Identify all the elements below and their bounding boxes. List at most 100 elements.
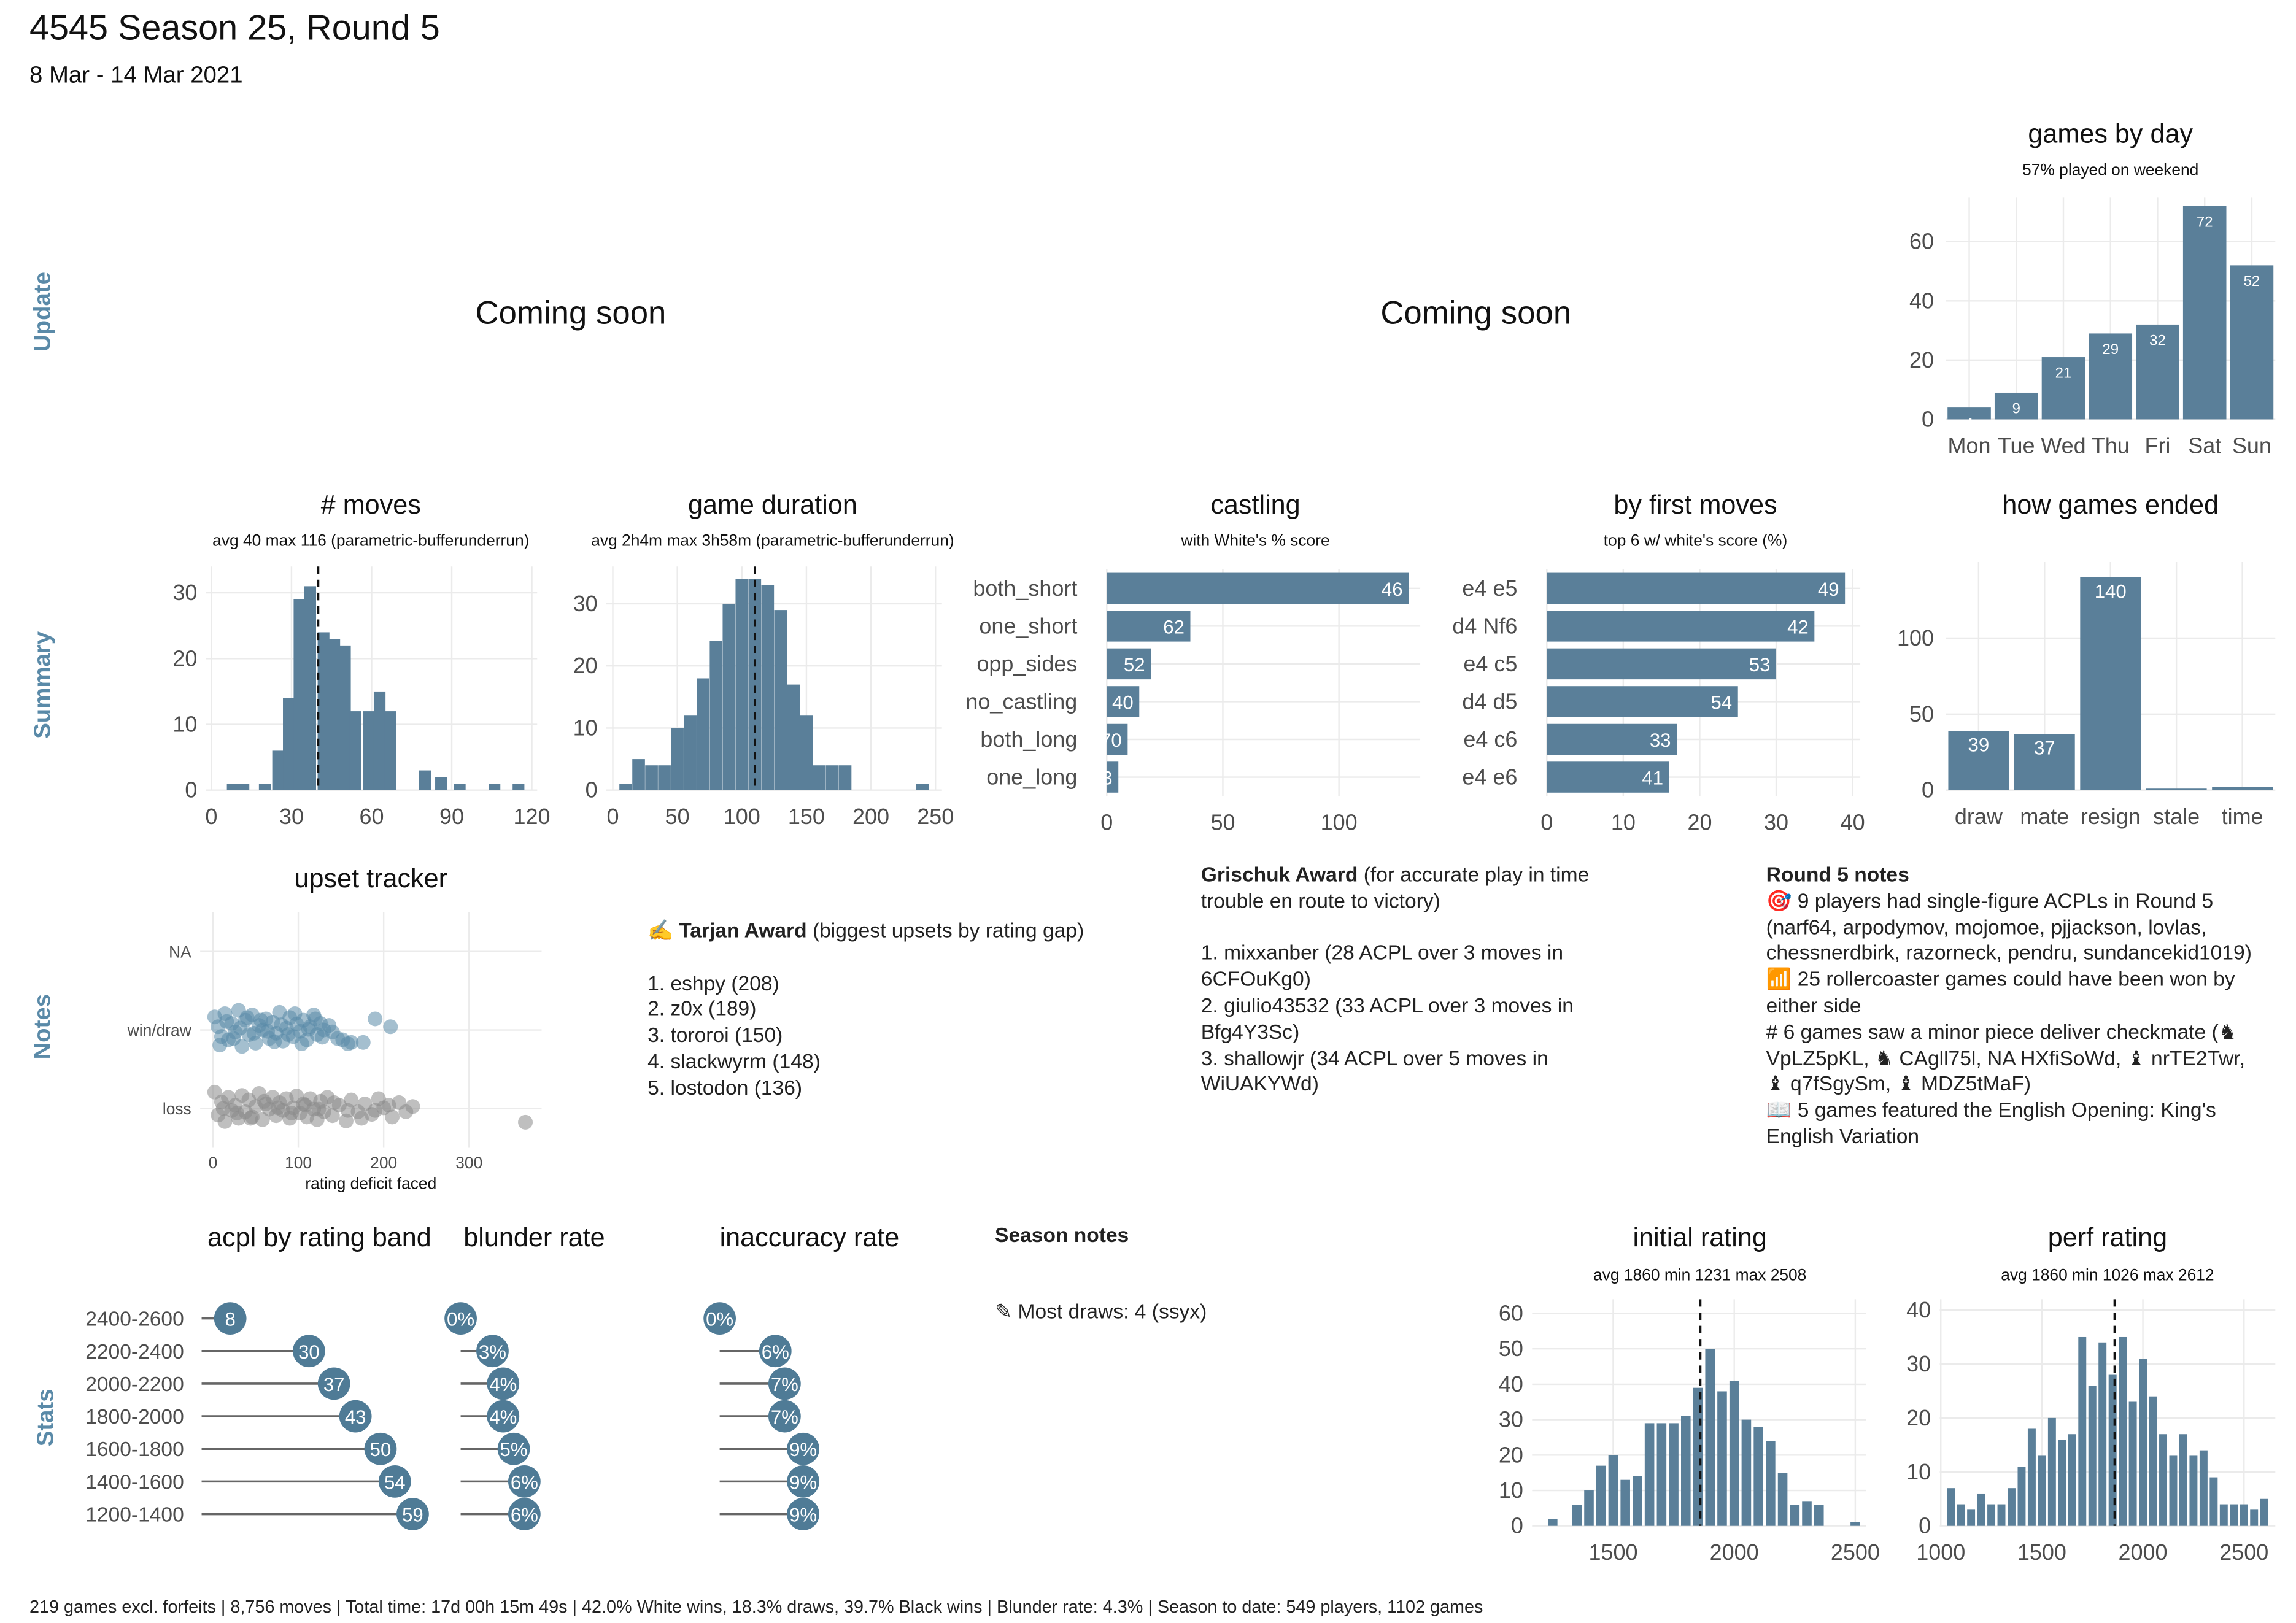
round-notes-title: Round 5 notes xyxy=(1766,862,1909,886)
scatter-point xyxy=(284,1105,299,1120)
tarjan-award: ✍ Tarjan Award (biggest upsets by rating… xyxy=(647,918,1089,1101)
x-tick-label: 40 xyxy=(1841,809,1865,835)
data-label: 43 xyxy=(345,1406,366,1428)
x-tick-label: stale xyxy=(2153,804,2200,829)
scatter-point xyxy=(354,1111,369,1126)
data-label: 4% xyxy=(489,1374,517,1395)
chart-title: # moves xyxy=(321,490,421,520)
scatter-point xyxy=(294,1036,309,1051)
scatter-point xyxy=(280,1027,296,1043)
y-tick-label: 100 xyxy=(1897,625,1934,650)
y-tick-label: 60 xyxy=(1499,1301,1523,1326)
chart-subtitle: avg 1860 min 1026 max 2612 xyxy=(2001,1265,2214,1284)
lollipop-dot xyxy=(787,1432,819,1465)
x-tick-label: Wed xyxy=(2041,433,2085,458)
data-label: 0% xyxy=(447,1309,474,1330)
bar xyxy=(1957,1504,1965,1526)
y-tick-label: loss xyxy=(163,1100,191,1118)
chart-subtitle: avg 2h4m max 3h58m (parametric-bufferund… xyxy=(591,531,954,550)
list-item: 2. giulio43532 (33 ACPL over 3 moves in … xyxy=(1200,993,1574,1043)
bar xyxy=(658,765,671,790)
x-tick-label: 30 xyxy=(1764,809,1788,835)
data-label: 32 xyxy=(2149,333,2166,349)
y-tick-label: 30 xyxy=(1906,1351,1931,1376)
chart-title: upset tracker xyxy=(295,864,447,893)
x-tick-label: 0 xyxy=(606,804,619,829)
x-tick-label: Sat xyxy=(2188,433,2221,458)
y-tick-label: 10 xyxy=(573,715,598,740)
bar xyxy=(1548,1519,1558,1526)
y-tick-label: 1200-1400 xyxy=(85,1504,184,1527)
y-tick-label: 50 xyxy=(1499,1336,1523,1361)
scatter-point xyxy=(307,1011,323,1027)
bar xyxy=(1753,1427,1763,1526)
x-tick-label: 2500 xyxy=(1831,1540,1880,1565)
tarjan-award-desc: (biggest upsets by rating gap) xyxy=(806,918,1084,942)
bar xyxy=(1107,686,1140,717)
bar xyxy=(2088,1386,2097,1526)
y-tick-label: 0 xyxy=(1922,406,1934,431)
bar xyxy=(283,698,295,790)
data-label: 21 xyxy=(2055,365,2072,382)
x-tick-label: 200 xyxy=(852,804,889,829)
y-tick-label: NA xyxy=(169,943,191,961)
scatter-point xyxy=(226,1031,241,1046)
scatter-point xyxy=(368,1103,383,1118)
lollipop-dot xyxy=(396,1498,429,1530)
x-tick-label: 10 xyxy=(1611,809,1636,835)
scatter-point xyxy=(405,1099,420,1114)
bar xyxy=(1572,1505,1582,1526)
data-label: 54 xyxy=(1710,692,1732,713)
lollipop-dot xyxy=(703,1302,736,1335)
bar xyxy=(258,784,271,790)
data-label: 50 xyxy=(370,1439,392,1460)
x-tick-label: 1500 xyxy=(1588,1540,1637,1565)
lollipop-dot xyxy=(293,1335,325,1368)
y-tick-label: no_castling xyxy=(965,688,1077,714)
bar xyxy=(373,691,386,790)
bar xyxy=(1997,1504,2006,1526)
y-tick-label: e4 c5 xyxy=(1463,651,1517,676)
data-label: 53 xyxy=(1749,654,1771,676)
y-tick-label: 1800-2000 xyxy=(85,1406,184,1428)
bar xyxy=(2038,1455,2046,1526)
bar xyxy=(1547,611,1815,642)
data-label: 54 xyxy=(384,1471,406,1493)
data-label: 9% xyxy=(789,1505,817,1526)
x-tick-label: 300 xyxy=(455,1154,482,1172)
scatter-point xyxy=(217,1114,233,1129)
bar xyxy=(2260,1498,2268,1526)
list-item: 3. shallowjr (34 ACPL over 5 moves in Wi… xyxy=(1200,1045,1548,1096)
scatter-point xyxy=(267,1034,282,1049)
note-line: 📶 25 rollercoaster games could have been… xyxy=(1766,966,2235,1017)
bar xyxy=(1741,1419,1752,1526)
lollipop-dot xyxy=(444,1302,477,1335)
y-tick-label: 40 xyxy=(1909,288,1934,313)
x-tick-label: 0 xyxy=(209,1154,218,1172)
x-tick-label: time xyxy=(2222,804,2263,829)
x-axis-label: rating deficit faced xyxy=(305,1174,436,1193)
bar xyxy=(2212,787,2273,790)
bar xyxy=(226,784,239,790)
data-label: 0% xyxy=(706,1309,733,1330)
data-label: 42 xyxy=(1787,616,1809,638)
data-label: 33 xyxy=(1650,730,1671,751)
scatter-point xyxy=(383,1019,398,1035)
bar xyxy=(1948,731,2009,790)
bar xyxy=(1790,1505,1800,1526)
x-tick-label: 2000 xyxy=(2119,1540,2168,1565)
bar xyxy=(349,711,361,790)
x-tick-label: 100 xyxy=(1321,809,1358,835)
bar xyxy=(2230,1504,2238,1526)
x-tick-label: resign xyxy=(2081,804,2141,829)
bar xyxy=(1608,1455,1618,1526)
bar xyxy=(2250,1509,2259,1526)
y-tick-label: 2400-2600 xyxy=(85,1308,184,1331)
bar xyxy=(272,750,284,790)
y-tick-label: both_short xyxy=(973,576,1077,601)
bar xyxy=(2219,1504,2228,1526)
bar xyxy=(1547,761,1669,793)
scatter-point xyxy=(381,1098,396,1113)
scatter-point xyxy=(518,1114,533,1130)
bar xyxy=(1802,1501,1812,1526)
